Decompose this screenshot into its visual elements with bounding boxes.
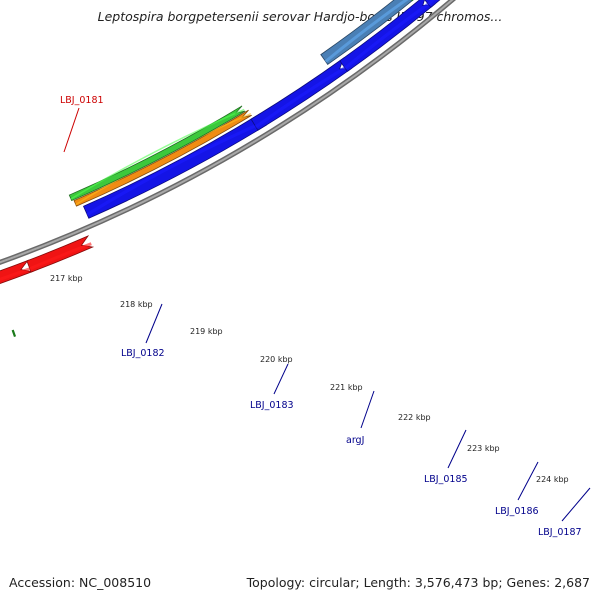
genome-summary: Topology: circular; Length: 3,576,473 bp… xyxy=(246,575,590,590)
cds-feature-steelblue[interactable] xyxy=(320,0,418,66)
gene-label-leader xyxy=(145,303,163,344)
gene-label[interactable]: LBJ_0182 xyxy=(121,348,165,359)
gene-label-leader xyxy=(447,429,467,469)
scale-tick-label: 222 kbp xyxy=(398,413,431,422)
scale-tick-label: 224 kbp xyxy=(536,475,569,484)
scale-tick-label: 223 kbp xyxy=(467,444,500,453)
gene-label[interactable]: argJ xyxy=(346,435,364,446)
scale-tick-label: 220 kbp xyxy=(260,355,293,364)
gene-label[interactable]: LBJ_0186 xyxy=(495,506,539,517)
gene-label-leader xyxy=(561,487,591,522)
gene-label-leader xyxy=(63,107,80,153)
outer-tick-ring xyxy=(11,329,17,338)
gene-label-leader xyxy=(517,461,539,501)
scale-tick-label: 219 kbp xyxy=(190,327,223,336)
gene-feature-reverse-4[interactable] xyxy=(423,0,534,8)
accession-label: Accession: NC_008510 xyxy=(9,575,152,590)
cds-feature-green-1[interactable] xyxy=(68,105,246,202)
scale-tick-label: 218 kbp xyxy=(120,300,153,309)
cds-feature-green-2[interactable] xyxy=(405,0,516,2)
scale-tick-label: 217 kbp xyxy=(50,274,83,283)
gene-label[interactable]: LBJ_0187 xyxy=(538,527,582,538)
gene-feature-forward-2[interactable] xyxy=(26,235,95,273)
gene-label-leader xyxy=(273,363,289,395)
gene-label[interactable]: LBJ_0185 xyxy=(424,474,468,485)
gene-label[interactable]: LBJ_0181 xyxy=(60,95,104,106)
gene-feature-reverse-1[interactable] xyxy=(83,113,268,219)
gene-label[interactable]: LBJ_0183 xyxy=(250,400,294,411)
gene-feature-reverse-2[interactable] xyxy=(250,57,353,131)
genome-backbone xyxy=(0,0,456,265)
gene-feature-forward-1[interactable] xyxy=(0,259,34,289)
scale-tick-label: 221 kbp xyxy=(330,383,363,392)
gene-label-leader xyxy=(360,390,375,429)
